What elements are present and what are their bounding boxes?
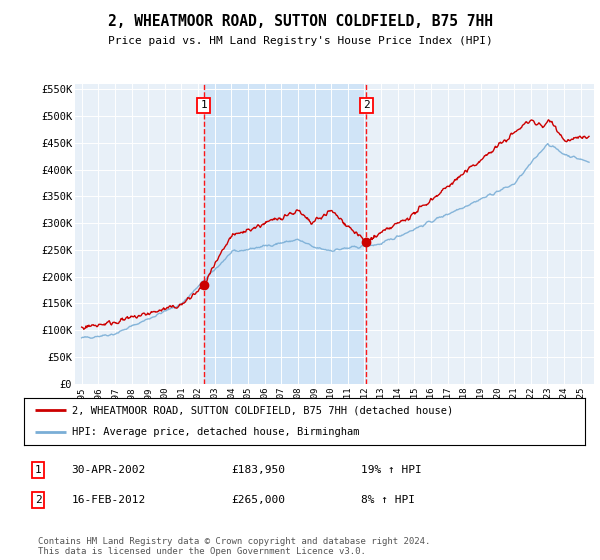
Text: 16-FEB-2012: 16-FEB-2012 [71,495,146,505]
Text: 2, WHEATMOOR ROAD, SUTTON COLDFIELD, B75 7HH: 2, WHEATMOOR ROAD, SUTTON COLDFIELD, B75… [107,14,493,29]
Text: £265,000: £265,000 [232,495,286,505]
Text: Price paid vs. HM Land Registry's House Price Index (HPI): Price paid vs. HM Land Registry's House … [107,36,493,46]
Bar [203,84,367,384]
Text: Contains HM Land Registry data © Crown copyright and database right 2024.
This d: Contains HM Land Registry data © Crown c… [38,536,430,556]
Text: 19% ↑ HPI: 19% ↑ HPI [361,465,421,475]
Text: 1: 1 [35,465,41,475]
Text: 2: 2 [363,100,370,110]
Text: 1: 1 [200,100,207,110]
Text: 30-APR-2002: 30-APR-2002 [71,465,146,475]
Text: 8% ↑ HPI: 8% ↑ HPI [361,495,415,505]
Text: 2: 2 [35,495,41,505]
Text: 2, WHEATMOOR ROAD, SUTTON COLDFIELD, B75 7HH (detached house): 2, WHEATMOOR ROAD, SUTTON COLDFIELD, B75… [71,405,453,416]
Text: HPI: Average price, detached house, Birmingham: HPI: Average price, detached house, Birm… [71,427,359,437]
Text: £183,950: £183,950 [232,465,286,475]
